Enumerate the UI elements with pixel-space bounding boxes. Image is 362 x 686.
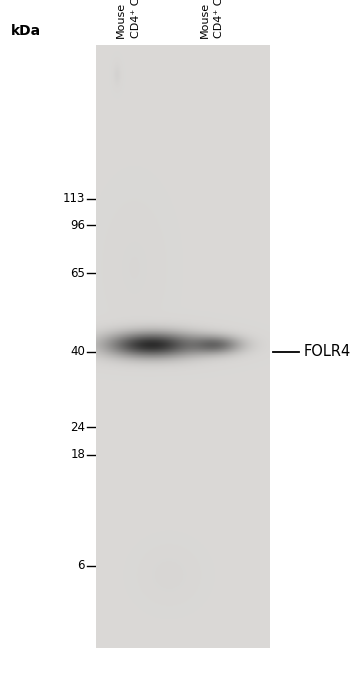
- Text: 96: 96: [70, 219, 85, 231]
- Text: 6: 6: [77, 560, 85, 572]
- Text: CD4⁺ CD25⁻ T cells: CD4⁺ CD25⁻ T cells: [131, 0, 141, 38]
- Text: 40: 40: [70, 346, 85, 358]
- Text: 24: 24: [70, 421, 85, 434]
- Text: FOLR4: FOLR4: [304, 344, 352, 359]
- Text: 113: 113: [63, 193, 85, 205]
- Text: Mouse: Mouse: [199, 1, 210, 38]
- Text: 18: 18: [70, 449, 85, 461]
- Text: CD4⁺ CD25⁺ T cells: CD4⁺ CD25⁺ T cells: [214, 0, 224, 38]
- Text: kDa: kDa: [11, 24, 41, 38]
- Text: Mouse: Mouse: [116, 1, 126, 38]
- Text: 65: 65: [70, 267, 85, 279]
